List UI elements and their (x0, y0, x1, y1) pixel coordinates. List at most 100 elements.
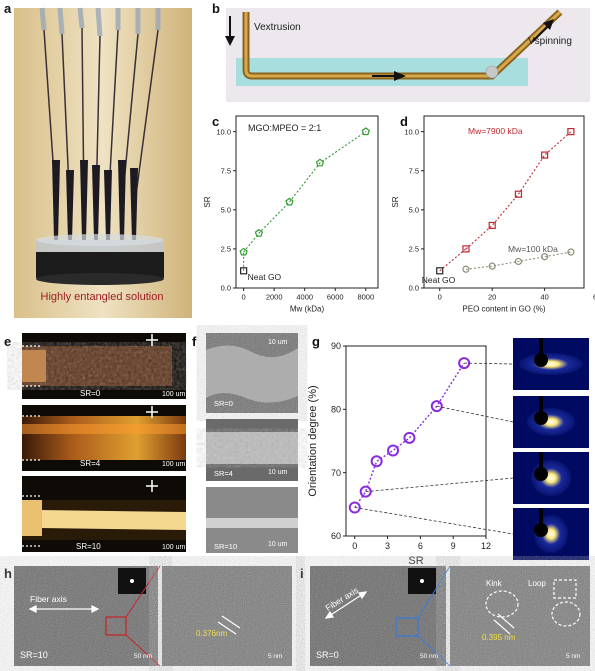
x-tick-label: 0 (352, 541, 357, 551)
scale-i-right: 5 nm (566, 653, 580, 660)
y-tick-label: 10.0 (404, 127, 419, 136)
x-tick-label: 40 (540, 293, 548, 302)
series-line-1 (465, 251, 571, 270)
label-sr-i: SR=0 (316, 650, 339, 660)
guide-line (354, 507, 514, 535)
x-axis-label: PEO content in GO (%) (462, 305, 545, 314)
caption-highly-entangled: Highly entangled solution (41, 291, 164, 303)
x-tick-label: 8000 (357, 293, 374, 302)
scale-h-right: 5 nm (268, 653, 282, 660)
annotation-ratio: MGO:MPEO = 2:1 (248, 123, 321, 133)
data-point (348, 501, 361, 514)
y-axis-label: SR (203, 196, 212, 207)
plot-frame (423, 115, 585, 289)
panel-letter-f: f (192, 334, 197, 349)
tem-image-h (14, 565, 292, 667)
data-point (488, 221, 496, 230)
data-point (567, 248, 575, 256)
panel-letter-g: g (312, 334, 320, 349)
y-tick-label: 5.0 (409, 205, 419, 214)
data-point (458, 357, 471, 370)
panel-letter-b: b (212, 1, 220, 16)
data-point (462, 245, 470, 253)
data-point (387, 444, 400, 457)
photo-solution (14, 7, 192, 318)
y-tick-label: 0.0 (409, 284, 419, 293)
guide-line (365, 477, 514, 493)
x-tick-label: 0 (438, 293, 442, 302)
sem-scale-2: 10 um (268, 469, 288, 476)
sem-images (206, 333, 298, 553)
scale-h-left: 50 nm (134, 653, 152, 660)
panel-letter-c: c (212, 114, 219, 129)
panel-letter-a: a (4, 1, 12, 16)
y-axis-label: Orientation degree (%) (307, 385, 319, 496)
data-point (403, 431, 416, 444)
pom-scale-2: 100 um (162, 461, 186, 468)
data-point (514, 257, 523, 266)
y-tick-label: 10.0 (216, 127, 231, 136)
series-line-0 (465, 131, 572, 250)
pom-images (22, 333, 186, 552)
x-tick-label: 9 (451, 541, 456, 551)
x-tick-label: 60 (593, 293, 595, 302)
label-fiber-axis-h: Fiber axis (30, 594, 67, 604)
data-point (567, 128, 575, 136)
sem-scale-3: 10 um (268, 541, 288, 548)
data-point (315, 158, 325, 167)
legend-mw-7900: Mw=7900 kDa (468, 126, 523, 136)
data-point (361, 127, 370, 136)
x-axis-label: SR (408, 555, 423, 567)
saxs-patterns (513, 338, 589, 560)
label-v-spinning: Vspinning (528, 36, 572, 47)
data-point (370, 455, 383, 468)
y-tick-label: 2.5 (221, 245, 231, 254)
label-sr-h: SR=10 (20, 650, 48, 660)
legend-mw-100: Mw=100 kDa (508, 244, 558, 254)
x-tick-label: 6000 (327, 293, 344, 302)
y-tick-label: 5.0 (221, 205, 231, 214)
plot-frame (345, 345, 487, 537)
data-point (254, 228, 264, 237)
plot-frame (235, 115, 379, 289)
series-line-0 (354, 362, 465, 508)
guide-line (436, 405, 514, 423)
y-tick-label: 80 (331, 404, 341, 414)
data-point (514, 190, 523, 198)
data-point (430, 400, 443, 413)
data-point (239, 247, 248, 256)
label-v-extrusion: Vextrusion (254, 22, 301, 33)
x-tick-label: 2000 (266, 293, 283, 302)
polarizer-icon (146, 334, 158, 492)
label-neat-go-d: Neat GO (422, 275, 456, 285)
label-loop: Loop (528, 579, 546, 588)
pom-label-sr10: SR=10 (76, 542, 101, 551)
x-tick-label: 6 (418, 541, 423, 551)
schematic-spinning (225, 8, 590, 102)
x-tick-label: 12 (481, 541, 491, 551)
sem-scale-1: 10 um (268, 339, 288, 346)
y-tick-label: 70 (331, 468, 341, 478)
guide-line (464, 362, 514, 365)
data-point (541, 151, 549, 159)
y-tick-label: 7.5 (409, 166, 419, 175)
tem-image-i (310, 565, 590, 667)
neat-connector (439, 248, 467, 272)
neat-go-point (436, 267, 444, 275)
y-tick-label: 0.0 (221, 284, 231, 293)
data-point (541, 253, 549, 261)
x-tick-label: 20 (488, 293, 496, 302)
spacing-h: 0.376nm (196, 629, 227, 638)
chart-g: 0 3 6 9 12 60 70 80 90 SR Orientation degree (%) (307, 341, 514, 567)
y-tick-label: 90 (331, 341, 341, 351)
scale-i-left: 50 nm (420, 653, 438, 660)
pom-label-sr0: SR=0 (80, 389, 101, 398)
data-point (285, 197, 294, 206)
chart-c: 0 2000 4000 6000 8000 0.0 2.5 5.0 7.5 10.0 Mw (kDa… (203, 115, 379, 314)
data-point (462, 265, 470, 273)
data-point (488, 262, 496, 270)
spacing-i: 0.395 nm (482, 633, 516, 642)
chart-d: 0 20 40 60 0.0 2.5 5.0 7.5 10.0 PEO content in GO… (391, 115, 595, 314)
label-kink: Kink (486, 579, 503, 588)
